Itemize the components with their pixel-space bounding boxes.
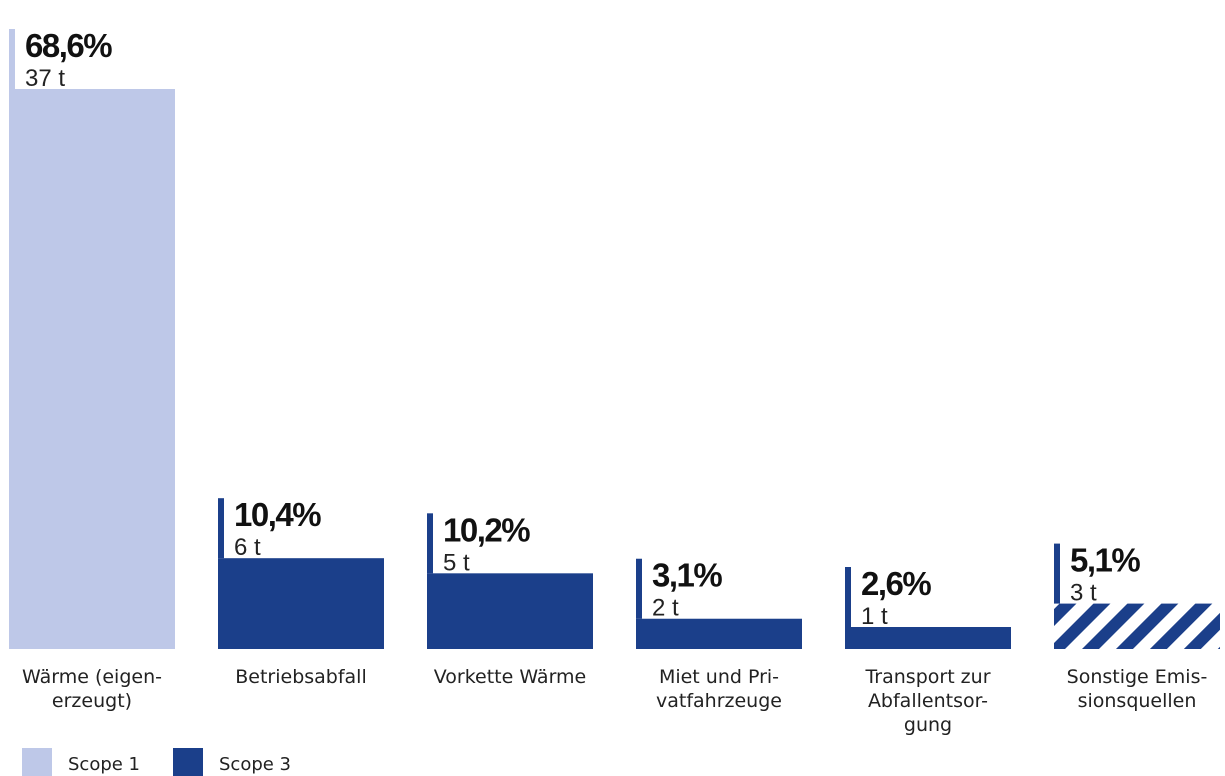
category-label-line: vatfahrzeuge: [656, 690, 782, 712]
bar-2-percent-label: 10,4%: [234, 496, 321, 533]
bar-1-percent-label: 68,6%: [25, 27, 112, 64]
bar-5: [845, 627, 1011, 649]
bar-2-label-marker: [218, 498, 224, 559]
category-label-line: Betriebsabfall: [235, 666, 367, 688]
bar-6: [1054, 603, 1220, 649]
bar-2: [218, 558, 384, 649]
bar-4-value-label: 2 t: [652, 595, 679, 622]
value-labels-layer: 68,6%37 t 10,4%6 t 10,2%5 t 3,1%2 t 2,6%1 t 5…: [25, 27, 1142, 630]
category-label-line: Abfallentsor-: [868, 690, 988, 712]
category-label-line: Sonstige Emis-: [1067, 666, 1208, 688]
bars-layer: [9, 29, 1220, 649]
legend-label-scope-3: Scope 3: [219, 754, 291, 775]
category-label-line: sionsquellen: [1078, 690, 1197, 712]
category-label-6: Sonstige Emis-sionsquellen: [1067, 666, 1208, 712]
bar-5-percent-label: 2,6%: [861, 565, 931, 602]
category-label-line: erzeugt): [52, 690, 132, 712]
bar-4-label-marker: [636, 558, 642, 619]
category-label-4: Miet und Pri-vatfahrzeuge: [656, 666, 782, 712]
bar-3-percent-label: 10,2%: [443, 511, 530, 548]
bar-6-value-label: 3 t: [1070, 580, 1097, 607]
category-label-2: Betriebsabfall: [235, 666, 367, 688]
bar-5-label-marker: [845, 567, 851, 627]
legend: Scope 1 Scope 3: [22, 748, 291, 776]
bar-1-value-label: 37 t: [25, 65, 65, 92]
category-label-line: gung: [904, 714, 952, 736]
bar-6-label-marker: [1054, 543, 1060, 604]
bar-1-label-marker: [9, 29, 15, 89]
category-label-line: Transport zur: [864, 666, 990, 688]
bar-1: [9, 89, 175, 649]
bar-2-value-label: 6 t: [234, 534, 261, 561]
category-label-line: Miet und Pri-: [659, 666, 779, 688]
legend-swatch-scope-1: [22, 748, 52, 776]
category-label-line: Vorkette Wärme: [434, 666, 587, 688]
bar-4-percent-label: 3,1%: [652, 557, 722, 594]
category-label-1: Wärme (eigen-erzeugt): [22, 666, 162, 712]
bar-3-value-label: 5 t: [443, 549, 470, 576]
category-label-3: Vorkette Wärme: [434, 666, 587, 688]
legend-label-scope-1: Scope 1: [68, 754, 140, 775]
bar-4: [636, 618, 802, 649]
category-label-5: Transport zur Abfallentsor-gung: [864, 666, 990, 736]
legend-swatch-scope-3: [173, 748, 203, 776]
bar-5-value-label: 1 t: [861, 603, 888, 630]
category-labels-layer: Wärme (eigen-erzeugt) Betriebsabfall Vorke…: [22, 666, 1207, 736]
bar-3: [427, 573, 593, 649]
category-label-line: Wärme (eigen-: [22, 666, 162, 688]
bar-3-label-marker: [427, 513, 433, 574]
bar-6-percent-label: 5,1%: [1070, 542, 1140, 579]
